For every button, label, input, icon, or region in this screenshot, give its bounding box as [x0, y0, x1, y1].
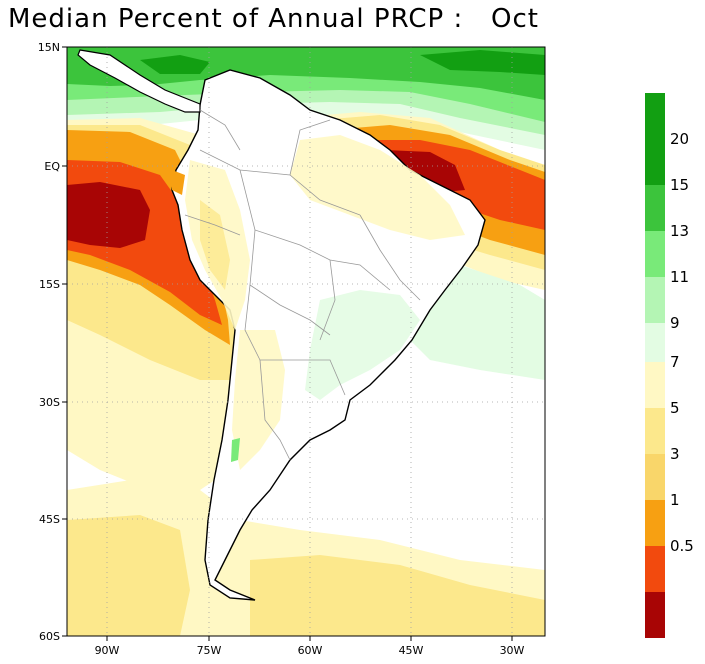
lon-label-75w: 75W — [197, 644, 222, 657]
colorbar-label-upper-4: 9 — [670, 314, 680, 332]
colorbar-swatch-upper-4 — [645, 323, 665, 369]
lon-label-30w: 30W — [500, 644, 525, 657]
shaded-field — [67, 47, 545, 636]
colorbar-label-lower-3: 1 — [670, 491, 680, 509]
colorbar-swatch-lower-1 — [645, 408, 665, 454]
lat-label-60s: 60S — [39, 630, 60, 643]
colorbar-swatch-lower-4 — [645, 546, 665, 592]
country-borders — [184, 109, 421, 461]
lon-label-60w: 60W — [298, 644, 323, 657]
colorbar-label-lower-1: 5 — [670, 399, 680, 417]
atlantic-darkred-core — [385, 150, 465, 192]
colorbar-swatch-upper-0 — [645, 139, 665, 185]
colorbar-swatch-upper-2 — [645, 231, 665, 277]
lon-label-45w: 45W — [399, 644, 424, 657]
lat-label-15s: 15S — [39, 278, 60, 291]
southern-yellow-band — [67, 515, 190, 636]
lon-label-90w: 90W — [95, 644, 120, 657]
pacific-darkred-core — [67, 182, 150, 248]
colorbar-label-upper-2: 13 — [670, 222, 689, 240]
colorbar-swatch-upper-3 — [645, 277, 665, 323]
map-title: Median Percent of Annual PRCP : Oct — [8, 4, 539, 34]
colorbar-label-upper-0: 20 — [670, 130, 689, 148]
colorbar-label-lower-2: 3 — [670, 445, 680, 463]
central-america-land — [77, 49, 201, 113]
colorbar-swatch-bottom — [645, 592, 665, 638]
colorbar-label-upper-1: 15 — [670, 176, 689, 194]
colorbar-label-lower-4: 0.5 — [670, 537, 694, 555]
lat-label-45s: 45S — [39, 513, 60, 526]
grid-lines — [67, 47, 545, 636]
colorbar-swatch-lower-2 — [645, 454, 665, 500]
green-band-20 — [420, 50, 545, 75]
tick-marks — [62, 46, 513, 641]
plot-frame — [66, 46, 546, 637]
colorbar: 20 15 13 11 9 7 5 3 1 0.5 — [645, 93, 694, 638]
colorbar-label-upper-3: 11 — [670, 268, 689, 286]
lat-label-15n: 15N — [38, 41, 60, 54]
colorbar-swatch-top — [645, 93, 665, 139]
colorbar-swatch-lower-0 — [645, 362, 665, 408]
colorbar-swatch-upper-1 — [645, 185, 665, 231]
lat-label-eq: EQ — [44, 160, 60, 173]
colorbar-swatch-lower-3 — [645, 500, 665, 546]
colorbar-label-lower-0: 7 — [670, 353, 680, 371]
lat-label-30s: 30S — [39, 396, 60, 409]
